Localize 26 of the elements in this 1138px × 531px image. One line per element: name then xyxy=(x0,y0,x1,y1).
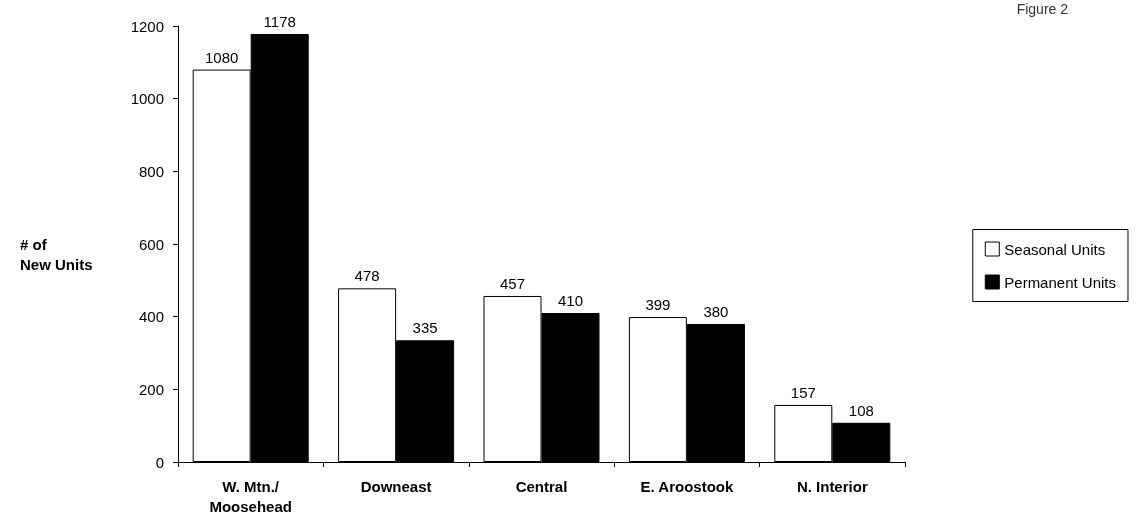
legend-label: Permanent Units xyxy=(1004,273,1116,291)
data-label: 1178 xyxy=(263,12,296,30)
y-tick-label: 1200 xyxy=(130,17,164,35)
y-tick-label: 400 xyxy=(138,308,164,326)
x-tick-label: W. Mtn./ Moosehead xyxy=(209,477,292,515)
y-axis-title: # of New Units xyxy=(20,235,93,273)
y-tick-label: 1000 xyxy=(130,90,164,108)
data-label: 380 xyxy=(703,302,729,320)
data-label: 399 xyxy=(645,296,671,314)
y-tick-label: 800 xyxy=(138,162,164,180)
x-tick-label: E. Aroostook xyxy=(640,477,734,495)
data-label: 335 xyxy=(412,319,438,337)
x-tick-label: Downeast xyxy=(360,477,432,495)
data-label: 108 xyxy=(848,401,874,419)
x-tick-label: Central xyxy=(515,477,568,495)
y-tick-label: 0 xyxy=(155,453,164,471)
y-tick-label: 600 xyxy=(138,235,164,253)
data-label: 457 xyxy=(499,274,526,292)
data-label: 1080 xyxy=(205,48,239,66)
legend-label: Seasonal Units xyxy=(1004,240,1106,258)
x-tick-label: N. Interior xyxy=(796,477,868,495)
y-tick-label: 200 xyxy=(138,380,164,398)
data-label: 410 xyxy=(557,292,584,310)
caption: Figure 2 xyxy=(1016,1,1069,17)
data-label: 157 xyxy=(790,383,816,401)
data-label: 478 xyxy=(354,267,380,285)
